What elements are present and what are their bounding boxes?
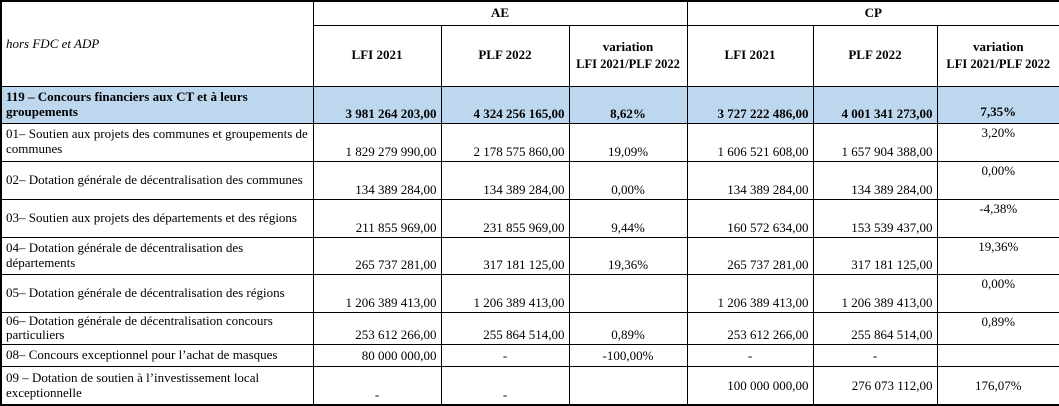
corner-label: hors FDC et ADP: [0, 0, 314, 87]
cell-ae-variation: 0,89%: [568, 311, 688, 346]
cell-cp-variation: 0,00%: [936, 273, 1059, 313]
cell-cp-lfi-2021: -: [686, 344, 814, 368]
cell-ae-variation: -100,00%: [568, 344, 688, 368]
cell-program-label: 119 – Concours financiers aux CT et à le…: [0, 85, 314, 124]
row-04: 04– Dotation générale de décentralisatio…: [0, 236, 1059, 275]
cell-ae-variation: [568, 366, 688, 406]
cell-cp-lfi-2021: 3 727 222 486,00: [686, 85, 814, 124]
cell-ae-variation: 19,36%: [568, 236, 688, 275]
cell-ae-plf-2022: -: [440, 366, 570, 406]
row-01: 01– Soutien aux projets des communes et …: [0, 122, 1059, 162]
cell-program-label: 04– Dotation générale de décentralisatio…: [0, 236, 314, 275]
cell-ae-lfi-2021: 3 981 264 203,00: [312, 85, 442, 124]
cell-cp-plf-2022: 1 206 389 413,00: [812, 273, 938, 313]
cell-cp-variation: 3,20%: [936, 122, 1059, 162]
cell-ae-plf-2022: 231 855 969,00: [440, 198, 570, 238]
cell-ae-plf-2022: 255 864 514,00: [440, 311, 570, 346]
cell-cp-variation: 176,07%: [936, 366, 1059, 406]
cell-cp-plf-2022: 255 864 514,00: [812, 311, 938, 346]
row-08: 08– Concours exceptionnel pour l’achat d…: [0, 344, 1059, 368]
cell-ae-plf-2022: 2 178 575 860,00: [440, 122, 570, 162]
cell-cp-plf-2022: 153 539 437,00: [812, 198, 938, 238]
cell-ae-plf-2022: -: [440, 344, 570, 368]
column-header-ae-variation: variation LFI 2021/PLF 2022: [568, 24, 688, 87]
cell-cp-plf-2022: 276 073 112,00: [812, 366, 938, 406]
variation-label-line1: variation: [973, 38, 1024, 54]
cell-ae-lfi-2021: 211 855 969,00: [312, 198, 442, 238]
header-columns-row: LFI 2021 PLF 2022 variation LFI 2021/PLF…: [1, 24, 1059, 87]
cell-cp-variation: 0,00%: [936, 160, 1059, 200]
cell-cp-lfi-2021: 1 606 521 608,00: [686, 122, 814, 162]
row-03: 03– Soutien aux projets des départements…: [0, 198, 1059, 238]
cell-ae-variation: 0,00%: [568, 160, 688, 200]
cell-cp-plf-2022: 317 181 125,00: [812, 236, 938, 275]
cell-cp-plf-2022: 4 001 341 273,00: [812, 85, 938, 124]
variation-label-line2: LFI 2021/PLF 2022: [946, 56, 1051, 71]
cell-cp-variation: 0,89%: [936, 311, 1059, 346]
cell-cp-variation: [936, 344, 1059, 368]
cell-ae-plf-2022: 4 324 256 165,00: [440, 85, 570, 124]
column-header-ae-plf-2022: PLF 2022: [440, 24, 570, 87]
cell-program-label: 02– Dotation générale de décentralisatio…: [0, 160, 314, 200]
cell-ae-plf-2022: 317 181 125,00: [440, 236, 570, 275]
variation-label-line1: variation: [602, 38, 654, 54]
cell-cp-variation: -4,38%: [936, 198, 1059, 238]
cell-cp-lfi-2021: 1 206 389 413,00: [686, 273, 814, 313]
cell-cp-plf-2022: 134 389 284,00: [812, 160, 938, 200]
cell-ae-variation: 19,09%: [568, 122, 688, 162]
column-header-cp-plf-2022: PLF 2022: [812, 24, 938, 87]
cell-ae-variation: [568, 273, 688, 313]
cell-program-label: 08– Concours exceptionnel pour l’achat d…: [0, 344, 314, 368]
cell-program-label: 09 – Dotation de soutien à l’investissem…: [0, 366, 314, 406]
cell-ae-variation: 8,62%: [568, 85, 688, 124]
cell-cp-variation: 7,35%: [936, 85, 1059, 124]
row-06: 06– Dotation générale de décentralisatio…: [0, 311, 1059, 346]
cell-program-label: 05– Dotation générale de décentralisatio…: [0, 273, 314, 313]
row-119: 119 – Concours financiers aux CT et à le…: [0, 85, 1059, 124]
cell-program-label: 03– Soutien aux projets des départements…: [0, 198, 314, 238]
cell-ae-lfi-2021: 253 612 266,00: [312, 311, 442, 346]
cell-ae-lfi-2021: 265 737 281,00: [312, 236, 442, 275]
cell-cp-variation: 19,36%: [936, 236, 1059, 275]
cell-cp-lfi-2021: 134 389 284,00: [686, 160, 814, 200]
row-05: 05– Dotation générale de décentralisatio…: [0, 273, 1059, 313]
cell-ae-plf-2022: 1 206 389 413,00: [440, 273, 570, 313]
cell-cp-plf-2022: -: [812, 344, 938, 368]
cell-program-label: 06– Dotation générale de décentralisatio…: [0, 311, 314, 346]
cell-cp-lfi-2021: 100 000 000,00: [686, 366, 814, 406]
group-header-ae: AE: [312, 0, 688, 26]
cell-cp-plf-2022: 1 657 904 388,00: [812, 122, 938, 162]
cell-ae-plf-2022: 134 389 284,00: [440, 160, 570, 200]
cell-cp-lfi-2021: 160 572 634,00: [686, 198, 814, 238]
cell-ae-lfi-2021: 80 000 000,00: [312, 344, 442, 368]
cell-cp-lfi-2021: 253 612 266,00: [686, 311, 814, 346]
cell-ae-variation: 9,44%: [568, 198, 688, 238]
cell-ae-lfi-2021: 134 389 284,00: [312, 160, 442, 200]
cell-ae-lfi-2021: 1 206 389 413,00: [312, 273, 442, 313]
row-02: 02– Dotation générale de décentralisatio…: [0, 160, 1059, 200]
header-group-row: hors FDC et ADP AE CP: [0, 0, 1059, 87]
cell-program-label: 01– Soutien aux projets des communes et …: [0, 122, 314, 162]
cell-cp-lfi-2021: 265 737 281,00: [686, 236, 814, 275]
row-09: 09 – Dotation de soutien à l’investissem…: [0, 366, 1059, 406]
column-header-cp-variation: variation LFI 2021/PLF 2022: [936, 24, 1059, 87]
group-header-cp: CP: [686, 0, 1059, 26]
cell-ae-lfi-2021: 1 829 279 990,00: [312, 122, 442, 162]
cell-ae-lfi-2021: -: [312, 366, 442, 406]
variation-label-line2: LFI 2021/PLF 2022: [576, 56, 680, 71]
column-header-cp-lfi-2021: LFI 2021: [686, 24, 814, 87]
column-header-ae-lfi-2021: LFI 2021: [312, 24, 442, 87]
